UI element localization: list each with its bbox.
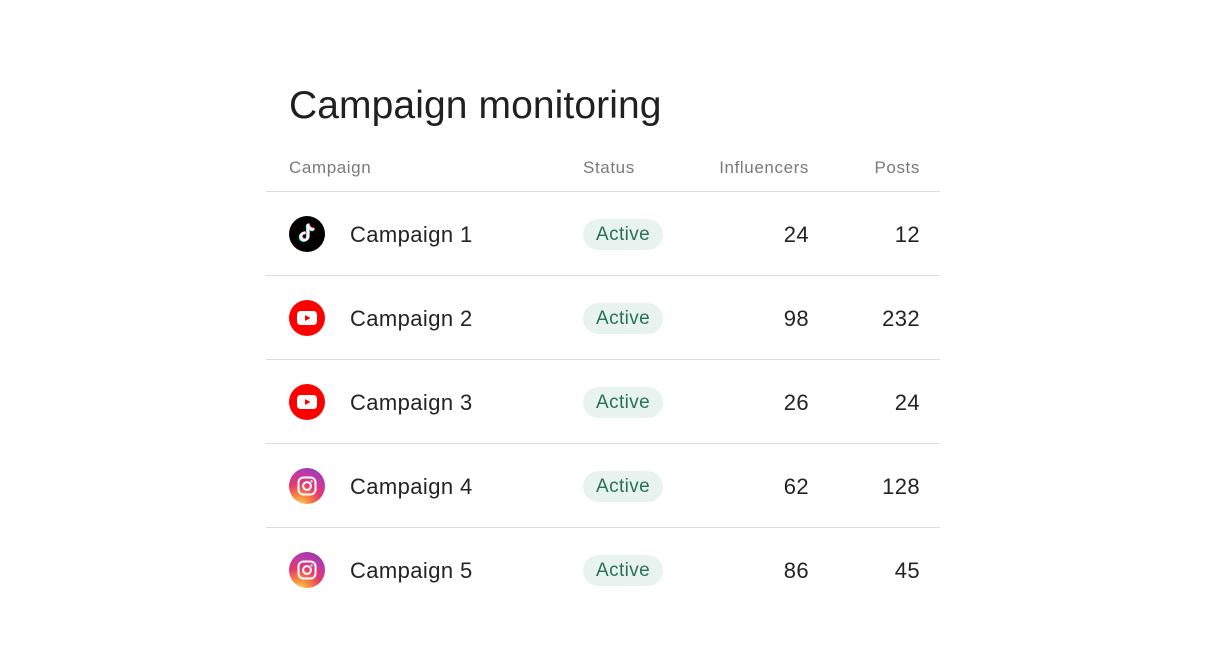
posts-count: 128 xyxy=(882,474,920,499)
table-row[interactable]: Campaign 5 Active 86 45 xyxy=(266,528,940,611)
table-row[interactable]: Campaign 1 Active 24 12 xyxy=(266,192,940,276)
column-header-campaign[interactable]: Campaign xyxy=(289,158,372,177)
campaign-name[interactable]: Campaign 1 xyxy=(350,222,473,247)
posts-count: 45 xyxy=(894,558,920,583)
table-row[interactable]: Campaign 4 Active 62 128 xyxy=(266,444,940,528)
posts-count: 24 xyxy=(894,390,920,415)
table-header: Campaign Status Influencers Posts xyxy=(266,146,940,192)
influencers-count: 86 xyxy=(783,558,809,583)
influencers-count: 24 xyxy=(783,222,809,247)
column-header-status[interactable]: Status xyxy=(583,158,635,177)
instagram-icon xyxy=(289,468,325,504)
status-badge: Active xyxy=(583,471,664,502)
campaign-name[interactable]: Campaign 4 xyxy=(350,474,473,499)
posts-count: 232 xyxy=(882,306,920,331)
influencers-count: 62 xyxy=(783,474,809,499)
status-badge: Active xyxy=(583,555,664,586)
status-badge: Active xyxy=(583,387,664,418)
table-row[interactable]: Campaign 3 Active 26 24 xyxy=(266,360,940,444)
instagram-icon xyxy=(289,552,325,588)
column-header-influencers[interactable]: Influencers xyxy=(719,158,809,177)
campaign-name[interactable]: Campaign 5 xyxy=(350,558,473,583)
status-badge: Active xyxy=(583,303,664,334)
youtube-icon xyxy=(289,300,325,336)
column-header-posts[interactable]: Posts xyxy=(874,158,920,177)
page-title: Campaign monitoring xyxy=(289,84,662,128)
youtube-icon xyxy=(289,384,325,420)
table-row[interactable]: Campaign 2 Active 98 232 xyxy=(266,276,940,360)
posts-count: 12 xyxy=(894,222,920,247)
influencers-count: 26 xyxy=(783,390,809,415)
campaign-table: Campaign Status Influencers Posts Campai… xyxy=(266,146,940,611)
campaign-name[interactable]: Campaign 2 xyxy=(350,306,473,331)
campaign-name[interactable]: Campaign 3 xyxy=(350,390,473,415)
tiktok-icon xyxy=(289,216,325,252)
status-badge: Active xyxy=(583,219,664,250)
influencers-count: 98 xyxy=(783,306,809,331)
